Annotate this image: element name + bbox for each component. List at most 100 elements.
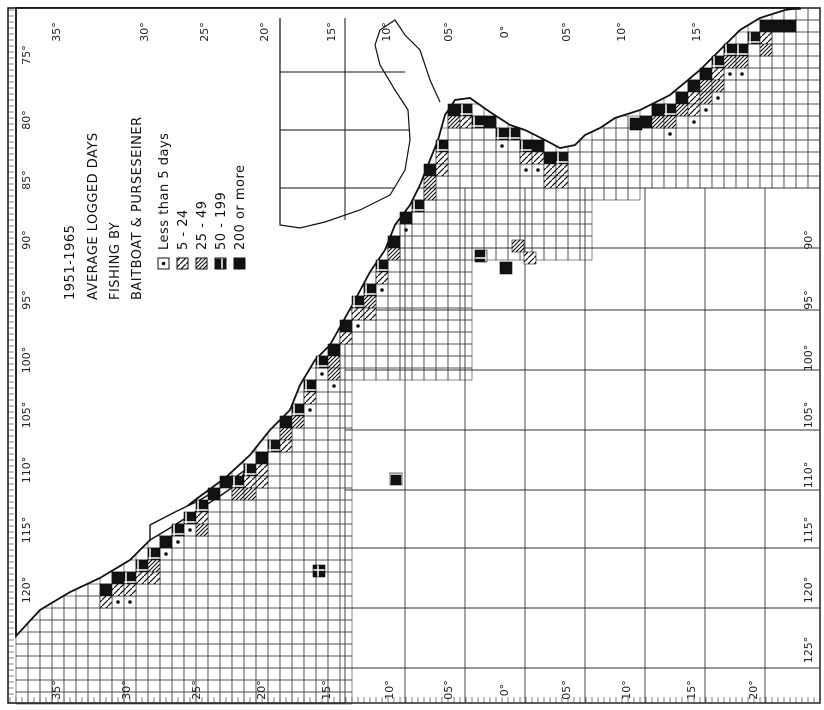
grid-cell bbox=[75, 607, 89, 621]
grid-cell bbox=[447, 271, 461, 285]
effort-dot bbox=[704, 108, 708, 112]
effort-cell bbox=[219, 475, 233, 489]
grid-cell bbox=[195, 643, 209, 657]
grid-cell bbox=[219, 523, 233, 537]
grid-cell bbox=[423, 235, 437, 249]
effort-cell bbox=[147, 547, 161, 561]
grid-cell bbox=[315, 631, 329, 645]
grid-cell bbox=[411, 223, 425, 237]
grid-cell bbox=[183, 595, 197, 609]
grid-cell bbox=[375, 331, 389, 345]
grid-cell bbox=[759, 55, 773, 69]
grid-cell bbox=[267, 583, 281, 597]
grid-cell bbox=[435, 187, 449, 201]
grid-cell bbox=[63, 655, 77, 669]
grid-cell bbox=[471, 211, 485, 225]
grid-cell bbox=[795, 115, 809, 129]
grid-cell bbox=[207, 535, 221, 549]
grid-cell bbox=[315, 655, 329, 669]
grid-cell bbox=[567, 223, 581, 237]
grid-cell bbox=[207, 523, 221, 537]
grid-cell bbox=[195, 547, 209, 561]
effort-cell bbox=[459, 103, 473, 117]
grid-cell bbox=[495, 199, 509, 213]
grid-cell bbox=[135, 595, 149, 609]
effort-cell bbox=[207, 487, 221, 501]
effort-cell bbox=[651, 103, 665, 117]
grid-cell bbox=[459, 331, 473, 345]
effort-cell bbox=[195, 523, 209, 537]
grid-cell bbox=[279, 559, 293, 573]
grid-cell bbox=[783, 91, 797, 105]
grid-cell bbox=[639, 163, 653, 177]
grid-cell bbox=[243, 583, 257, 597]
effort-cell bbox=[339, 331, 353, 345]
grid-cell bbox=[435, 235, 449, 249]
grid-cell bbox=[303, 547, 317, 561]
effort-dot bbox=[188, 528, 192, 532]
grid-cell bbox=[615, 139, 629, 153]
effort-cell bbox=[99, 595, 113, 609]
grid-cell bbox=[771, 67, 785, 81]
grid-cell bbox=[435, 355, 449, 369]
grid-cell bbox=[339, 439, 353, 453]
grid-cell bbox=[711, 139, 725, 153]
grid-cell bbox=[699, 175, 713, 189]
grid-cell bbox=[15, 679, 29, 693]
grid-cell bbox=[279, 487, 293, 501]
grid-cell bbox=[99, 655, 113, 669]
grid-cell bbox=[51, 655, 65, 669]
grid-cell bbox=[483, 163, 497, 177]
grid-cell bbox=[231, 523, 245, 537]
grid-cell bbox=[159, 559, 173, 573]
grid-cell bbox=[183, 559, 197, 573]
grid-cell bbox=[339, 499, 353, 513]
grid-cell bbox=[255, 535, 269, 549]
grid-cell bbox=[351, 331, 365, 345]
grid-cell bbox=[339, 607, 353, 621]
grid-cell bbox=[123, 631, 137, 645]
grid-cell bbox=[327, 655, 341, 669]
top-axis-label: 35° bbox=[50, 22, 63, 42]
grid-cell bbox=[207, 571, 221, 585]
grid-cell bbox=[723, 91, 737, 105]
grid-cell bbox=[267, 559, 281, 573]
grid-cell bbox=[243, 499, 257, 513]
grid-cell bbox=[315, 511, 329, 525]
grid-cell bbox=[435, 331, 449, 345]
grid-cell bbox=[303, 655, 317, 669]
grid-cell bbox=[795, 43, 809, 57]
grid-cell bbox=[615, 175, 629, 189]
grid-cell bbox=[339, 391, 353, 405]
effort-cell bbox=[243, 487, 257, 501]
top-axis-label: 15° bbox=[690, 22, 703, 42]
effort-cell bbox=[499, 261, 513, 275]
grid-cell bbox=[759, 115, 773, 129]
grid-cell bbox=[471, 187, 485, 201]
effort-cell bbox=[231, 487, 245, 501]
grid-cell bbox=[147, 595, 161, 609]
grid-cell bbox=[567, 247, 581, 261]
effort-cell bbox=[291, 415, 305, 429]
coastline-detail bbox=[279, 18, 441, 229]
grid-cell bbox=[231, 643, 245, 657]
grid-cell bbox=[459, 187, 473, 201]
grid-cell bbox=[759, 163, 773, 177]
grid-cell bbox=[171, 631, 185, 645]
grid-cell bbox=[507, 211, 521, 225]
grid-cell bbox=[171, 559, 185, 573]
grid-cell bbox=[327, 403, 341, 417]
grid-cell bbox=[615, 187, 629, 201]
grid-cell bbox=[219, 583, 233, 597]
grid-cell bbox=[147, 679, 161, 693]
legend-hatch-symbol bbox=[195, 257, 208, 270]
grid-cell bbox=[687, 151, 701, 165]
grid-cell bbox=[795, 103, 809, 117]
grid-cell bbox=[255, 619, 269, 633]
grid-cell bbox=[747, 151, 761, 165]
effort-cell bbox=[363, 283, 377, 297]
grid-cell bbox=[327, 547, 341, 561]
grid-cell bbox=[723, 79, 737, 93]
grid-cell bbox=[111, 643, 125, 657]
grid-cell bbox=[543, 235, 557, 249]
